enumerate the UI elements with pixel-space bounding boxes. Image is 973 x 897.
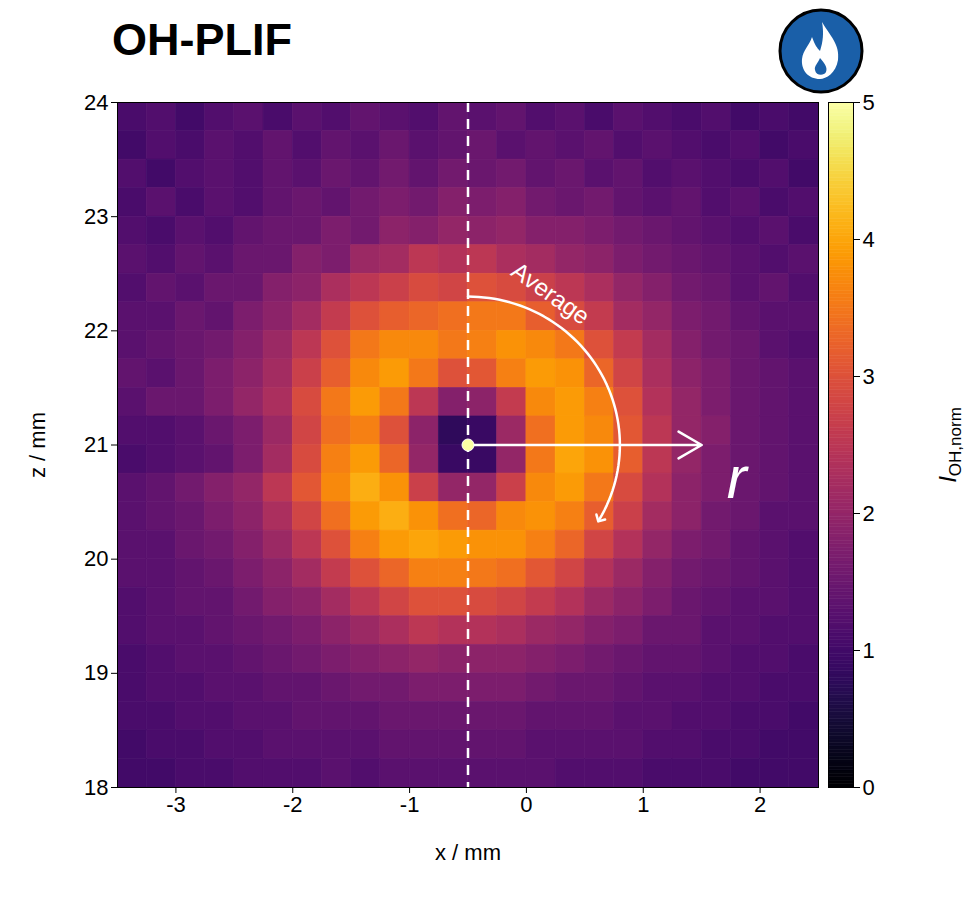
svg-text:19: 19 (84, 660, 108, 685)
svg-text:23: 23 (84, 204, 108, 229)
svg-text:20: 20 (84, 546, 108, 571)
svg-text:z / mm: z / mm (25, 412, 50, 478)
svg-text:-2: -2 (283, 792, 303, 817)
svg-text:2: 2 (863, 501, 875, 526)
svg-text:24: 24 (84, 90, 108, 115)
svg-text:3: 3 (863, 364, 875, 389)
svg-text:x / mm: x / mm (435, 840, 501, 865)
svg-text:0: 0 (863, 775, 875, 800)
html-text:OH-PLIF: OH-PLIF (112, 14, 292, 65)
svg-text:4: 4 (863, 227, 875, 252)
svg-text:Average: Average (507, 257, 595, 330)
svg-text:1: 1 (863, 638, 875, 663)
svg-text:21: 21 (84, 432, 108, 457)
svg-text:22: 22 (84, 318, 108, 343)
svg-text:-1: -1 (400, 792, 420, 817)
svg-text:-3: -3 (166, 792, 186, 817)
html-text:I: I (933, 476, 961, 483)
svg-text:5: 5 (863, 90, 875, 115)
svg-text:18: 18 (84, 775, 108, 800)
svg-text:1: 1 (637, 792, 649, 817)
svg-text:r: r (727, 444, 749, 511)
html-text:OH,norm: OH,norm (946, 407, 966, 477)
svg-text:0: 0 (520, 792, 532, 817)
svg-text:2: 2 (754, 792, 766, 817)
